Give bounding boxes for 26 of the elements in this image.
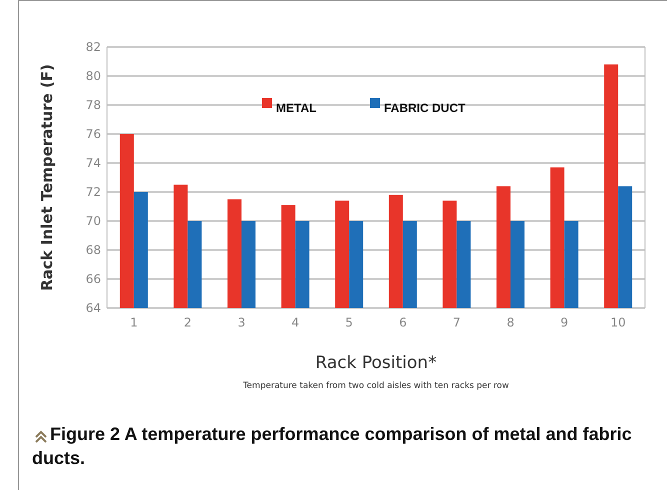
x-tick-label: 2 xyxy=(184,316,192,330)
y-tick-label: 64 xyxy=(86,300,101,315)
x-axis-title: Rack Position* xyxy=(315,353,437,373)
x-tick-label: 6 xyxy=(399,316,407,330)
y-tick-label: 66 xyxy=(86,272,101,286)
y-tick-label: 68 xyxy=(86,242,101,257)
legend-label: METAL xyxy=(276,101,316,115)
y-tick-label: 76 xyxy=(86,126,101,141)
x-tick-label: 1 xyxy=(130,316,138,330)
y-tick-label: 80 xyxy=(86,68,101,83)
text: Temperature taken from two cold aisles with ten racks per row xyxy=(242,381,509,391)
x-tick-label: 9 xyxy=(560,316,568,330)
y-tick-label: 82 xyxy=(86,40,101,54)
x-tick-label: 5 xyxy=(345,316,353,330)
y-axis-title: Rack Inlet Temperature (F) xyxy=(38,64,56,291)
x-tick-label: 4 xyxy=(291,316,300,330)
text: Figure 2 A temperature performance comparison of metal and fabric ducts. xyxy=(32,423,633,470)
y-tick-label: 78 xyxy=(86,98,101,112)
x-tick-label: 7 xyxy=(452,316,461,330)
legend-label: FABRIC DUCT xyxy=(384,101,466,115)
y-tick-label: 70 xyxy=(86,214,101,228)
y-tick-label: 72 xyxy=(86,184,101,199)
x-tick-label: 3 xyxy=(238,316,246,330)
x-tick-label: 10 xyxy=(610,316,626,330)
x-tick-label: 8 xyxy=(506,316,514,330)
y-tick-label: 74 xyxy=(86,156,101,170)
